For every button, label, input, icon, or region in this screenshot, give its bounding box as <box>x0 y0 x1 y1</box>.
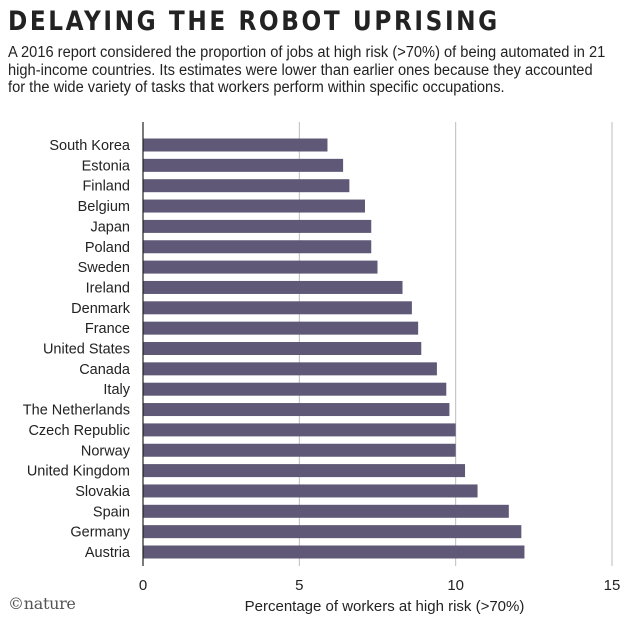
bar <box>143 240 372 254</box>
category-label: Norway <box>81 443 131 459</box>
category-label: Slovakia <box>75 484 131 500</box>
category-label: Finland <box>82 179 130 195</box>
bar <box>143 382 447 396</box>
bar <box>143 464 466 478</box>
category-label: The Netherlands <box>23 403 130 419</box>
bar <box>143 219 372 233</box>
category-label: South Korea <box>49 138 131 154</box>
category-label: Poland <box>85 240 130 256</box>
bar <box>143 423 456 437</box>
category-label: Estonia <box>82 158 131 174</box>
bar <box>143 504 509 518</box>
category-label: Spain <box>93 504 130 520</box>
bar <box>143 545 525 559</box>
bar <box>143 138 328 152</box>
bar <box>143 321 419 335</box>
bar <box>143 403 450 417</box>
bar <box>143 199 365 213</box>
category-label: United States <box>43 342 130 358</box>
chart-subtitle: A 2016 report considered the proportion … <box>8 44 606 96</box>
category-label: Denmark <box>71 301 131 317</box>
category-label: United Kingdom <box>27 464 130 480</box>
category-label: Italy <box>103 382 130 398</box>
category-label: Ireland <box>86 280 130 296</box>
category-label: Japan <box>90 219 130 235</box>
category-label: Canada <box>79 362 131 378</box>
bar <box>143 179 350 193</box>
bar <box>143 525 522 539</box>
bar <box>143 443 456 457</box>
bar <box>143 260 378 274</box>
x-tick-label: 10 <box>447 577 464 594</box>
bar <box>143 342 422 355</box>
bar <box>143 484 478 498</box>
x-tick-label: 15 <box>604 577 621 594</box>
chart-title: DELAYING THE ROBOT UPRISING <box>8 6 500 37</box>
bar <box>143 362 437 376</box>
category-label: Czech Republic <box>28 423 130 439</box>
category-label: Germany <box>70 525 130 541</box>
x-tick-label: 5 <box>295 577 303 594</box>
bar <box>143 280 403 294</box>
nature-logo: ©nature <box>8 594 76 613</box>
bar <box>143 301 412 315</box>
bar <box>143 158 344 172</box>
category-label: Austria <box>85 545 131 561</box>
category-label: Sweden <box>78 260 130 276</box>
x-tick-label: 0 <box>139 577 147 594</box>
category-label: France <box>85 321 130 337</box>
category-label: Belgium <box>78 199 130 215</box>
x-axis-title: Percentage of workers at high risk (>70%… <box>245 598 525 615</box>
